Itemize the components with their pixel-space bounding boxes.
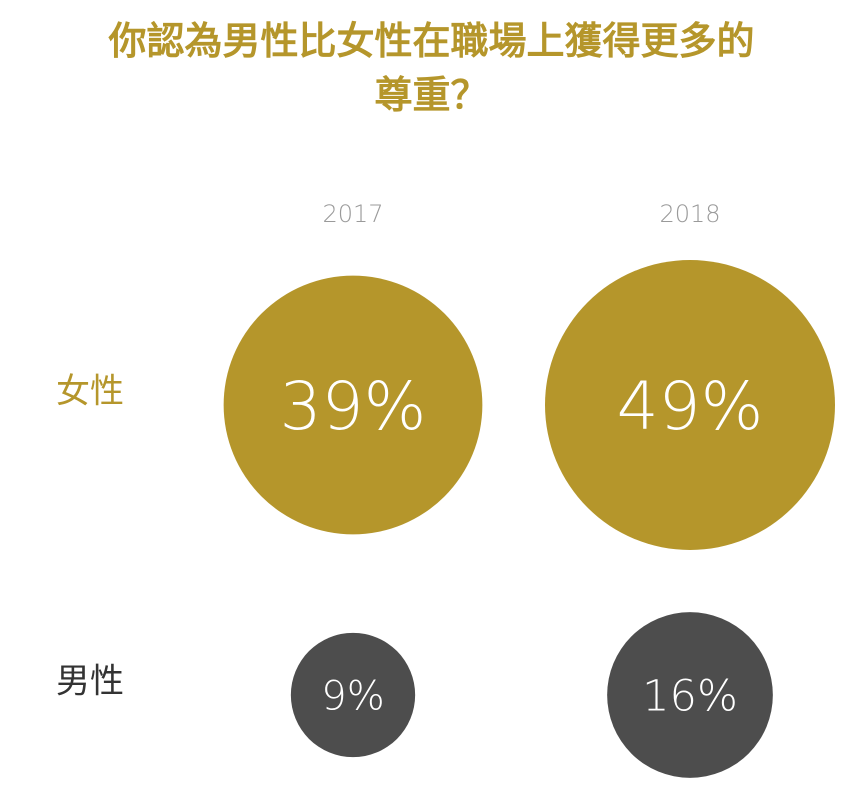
value-label-male-2018: 16%	[642, 672, 738, 722]
value-label-male-2017: 9%	[321, 673, 384, 719]
bubble-female-2017	[223, 275, 483, 535]
title-line-2: 尊重？	[374, 73, 489, 117]
year-label-2018: 2018	[659, 200, 720, 228]
title-line-1: 你認為男性比女性在職場上獲得更多的	[108, 19, 755, 63]
value-label-female-2017: 39%	[280, 368, 427, 445]
series-label-male: 男性	[56, 662, 124, 702]
value-label-female-2018: 49%	[617, 368, 764, 445]
bubble-female-2018	[545, 260, 835, 550]
chart-title: 你認為男性比女性在職場上獲得更多的 尊重？	[0, 14, 863, 122]
bubble-male-2017	[290, 632, 416, 758]
series-label-female: 女性	[56, 372, 124, 412]
year-label-2017: 2017	[322, 200, 383, 228]
bubble-male-2018	[607, 612, 773, 778]
